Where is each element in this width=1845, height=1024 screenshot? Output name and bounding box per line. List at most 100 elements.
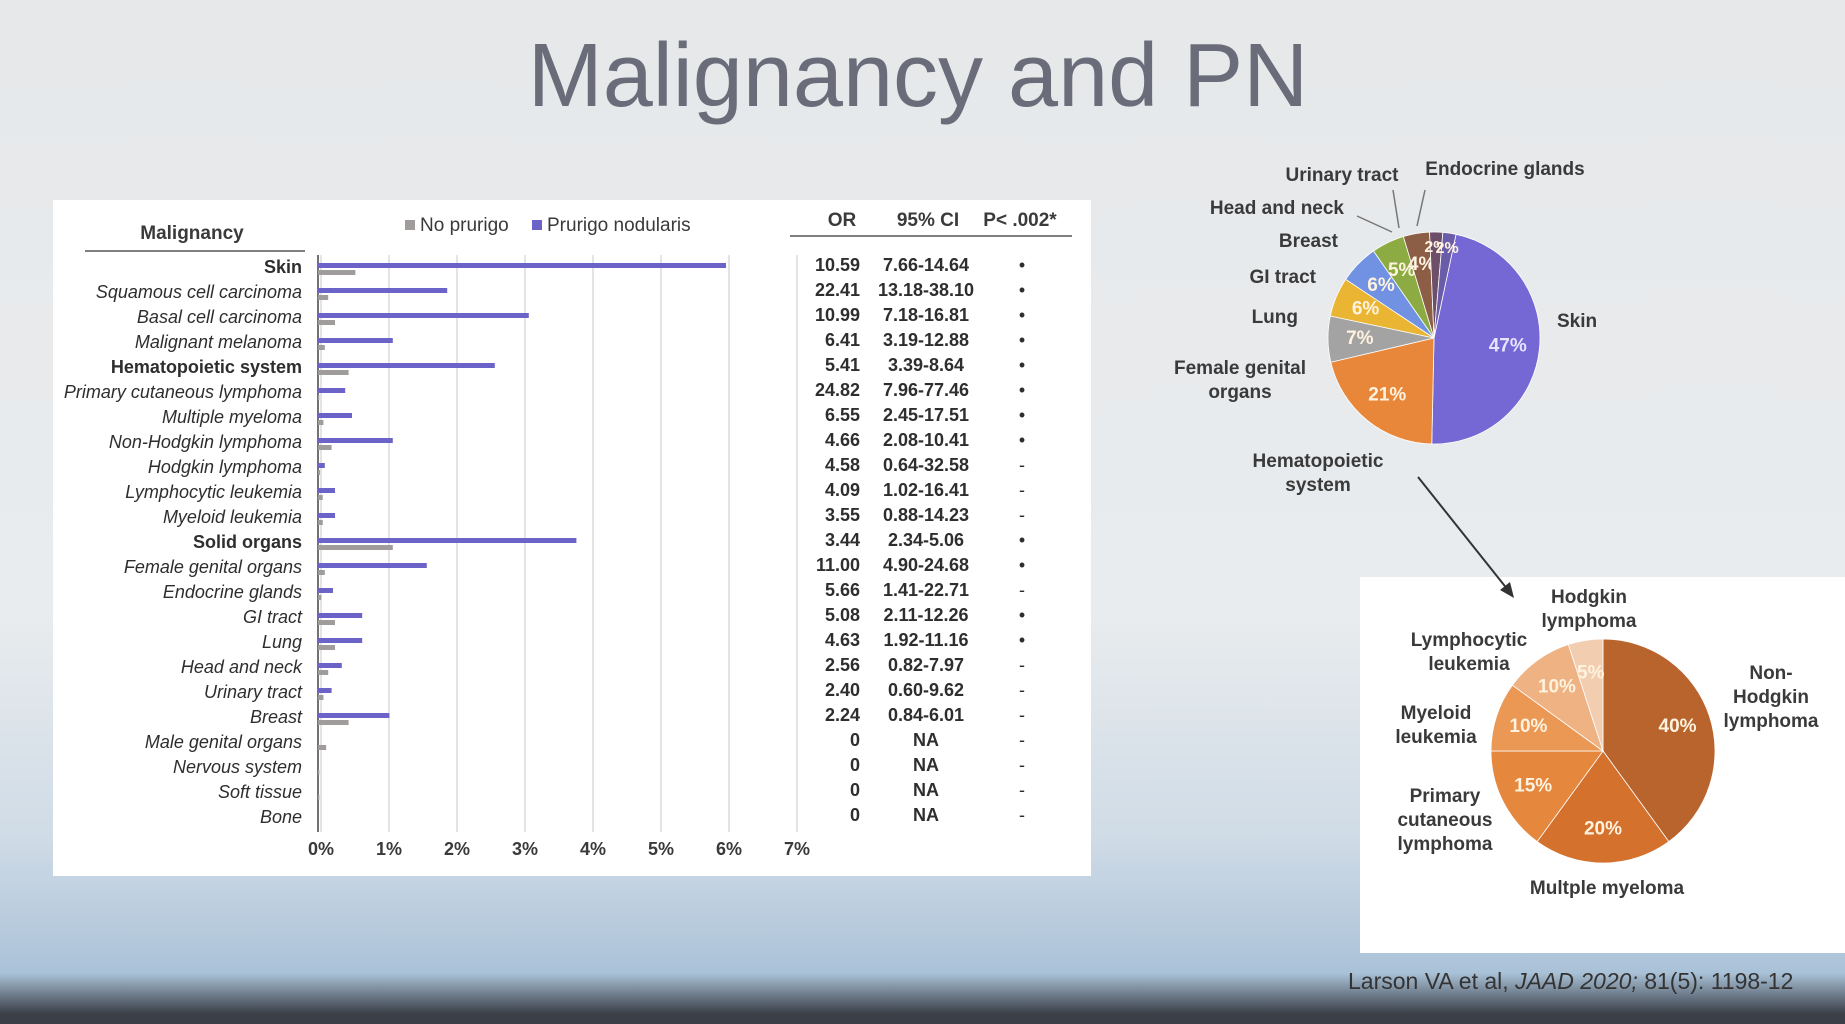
table-cell: • [1019,380,1025,400]
x-tick-label: 0% [308,839,334,859]
table-cell: - [1019,505,1025,525]
citation: Larson VA et al, JAAD 2020; 81(5): 1198-… [1348,968,1793,994]
table-cell: 10.59 [815,255,860,275]
x-tick-label: 6% [716,839,742,859]
table-cell: 2.45-17.51 [883,405,969,425]
table-cell: 2.08-10.41 [883,430,969,450]
bar [318,613,363,618]
table-cell: 5.41 [825,355,860,375]
table-cell: • [1019,555,1025,575]
table-cell: 7.96-77.46 [883,380,969,400]
bar [318,545,393,550]
table-header: OR [828,210,857,231]
bar [318,288,448,293]
bar [318,438,393,443]
table-cell: 6.41 [825,330,860,350]
table-cell: 7.66-14.64 [883,255,969,275]
bar [318,595,322,600]
category-label: Squamous cell carcinoma [96,282,302,302]
bar [318,570,325,575]
citation-part: Larson VA et al, [1348,968,1515,994]
slice-label: Hematopoietic system [1252,451,1384,496]
bar [318,270,356,275]
slice-value-label: 10% [1509,716,1547,737]
table-cell: 0.60-9.62 [888,680,964,700]
bar [318,345,325,350]
table-cell: 4.90-24.68 [883,555,969,575]
category-label: Myeloid leukemia [163,507,302,527]
legend-label: No prurigo [420,215,509,236]
slice-value-label: 40% [1659,716,1697,737]
table-cell: 24.82 [815,380,860,400]
slice-label: Myeloid leukemia [1395,703,1477,748]
bar [318,320,335,325]
table-cell: 2.40 [825,680,860,700]
table-cell: 1.02-16.41 [883,480,969,500]
x-tick-label: 4% [580,839,606,859]
table-cell: 1.92-11.16 [883,630,968,650]
bar [318,620,335,625]
table-cell: • [1019,355,1025,375]
table-header: P< .002* [983,210,1057,231]
bar [318,263,726,268]
table-cell: 22.41 [815,280,860,300]
category-label: Female genital organs [124,557,302,577]
slice-label: Endocrine glands [1425,159,1585,180]
category-label: Breast [250,707,303,727]
category-label: Skin [264,257,302,277]
slice-value-label: 10% [1538,677,1576,698]
table-cell: • [1019,530,1025,550]
category-label: GI tract [243,607,303,627]
bar [318,663,342,668]
category-label: Multiple myeloma [162,407,302,427]
table-cell: 4.66 [825,430,860,450]
table-cell: 0 [850,780,860,800]
table-cell: - [1019,480,1025,500]
category-label: Urinary tract [204,682,303,702]
table-cell: NA [913,730,939,750]
slice-label: Breast [1278,231,1338,252]
bar [318,338,393,343]
slice-label: Lung [1251,307,1298,328]
table-cell: 3.39-8.64 [888,355,964,375]
category-label: Bone [260,807,302,827]
bar [318,795,320,800]
bar [318,413,352,418]
bar [318,745,327,750]
category-label: Primary cutaneous lymphoma [64,382,302,402]
table-cell: 4.63 [825,630,860,650]
table-cell: - [1019,680,1025,700]
table-cell: 3.44 [825,530,860,550]
table-cell: 11.00 [816,555,860,575]
table-cell: 2.34-5.06 [888,530,964,550]
category-label: Lung [262,632,302,652]
slice-label: Hodgkin lymphoma [1541,587,1637,632]
category-header: Malignancy [140,223,244,244]
citation-part: 81(5): 1198-12 [1638,968,1794,994]
bar [318,395,320,400]
table-cell: - [1019,805,1025,825]
legend-label: Prurigo nodularis [547,215,691,236]
slice-value-label: 6% [1352,298,1380,319]
bar [318,770,320,775]
table-cell: • [1019,305,1025,325]
table-cell: - [1019,705,1025,725]
leader-line [1356,215,1393,233]
slice-value-label: 15% [1514,776,1552,797]
table-cell: 0.88-14.23 [883,505,969,525]
bar [318,470,321,475]
legend-swatch [405,220,415,230]
bar [318,645,335,650]
slice-value-label: 47% [1489,336,1527,357]
category-label: Solid organs [193,532,302,552]
pie-slice [1536,750,1670,864]
table-cell: 13.18-38.10 [878,280,974,300]
bar [318,670,329,675]
category-label: Hodgkin lymphoma [148,457,302,477]
bar [318,638,363,643]
table-cell: 6.55 [825,405,860,425]
table-cell: - [1019,455,1025,475]
table-cell: NA [913,780,939,800]
bar [318,695,324,700]
